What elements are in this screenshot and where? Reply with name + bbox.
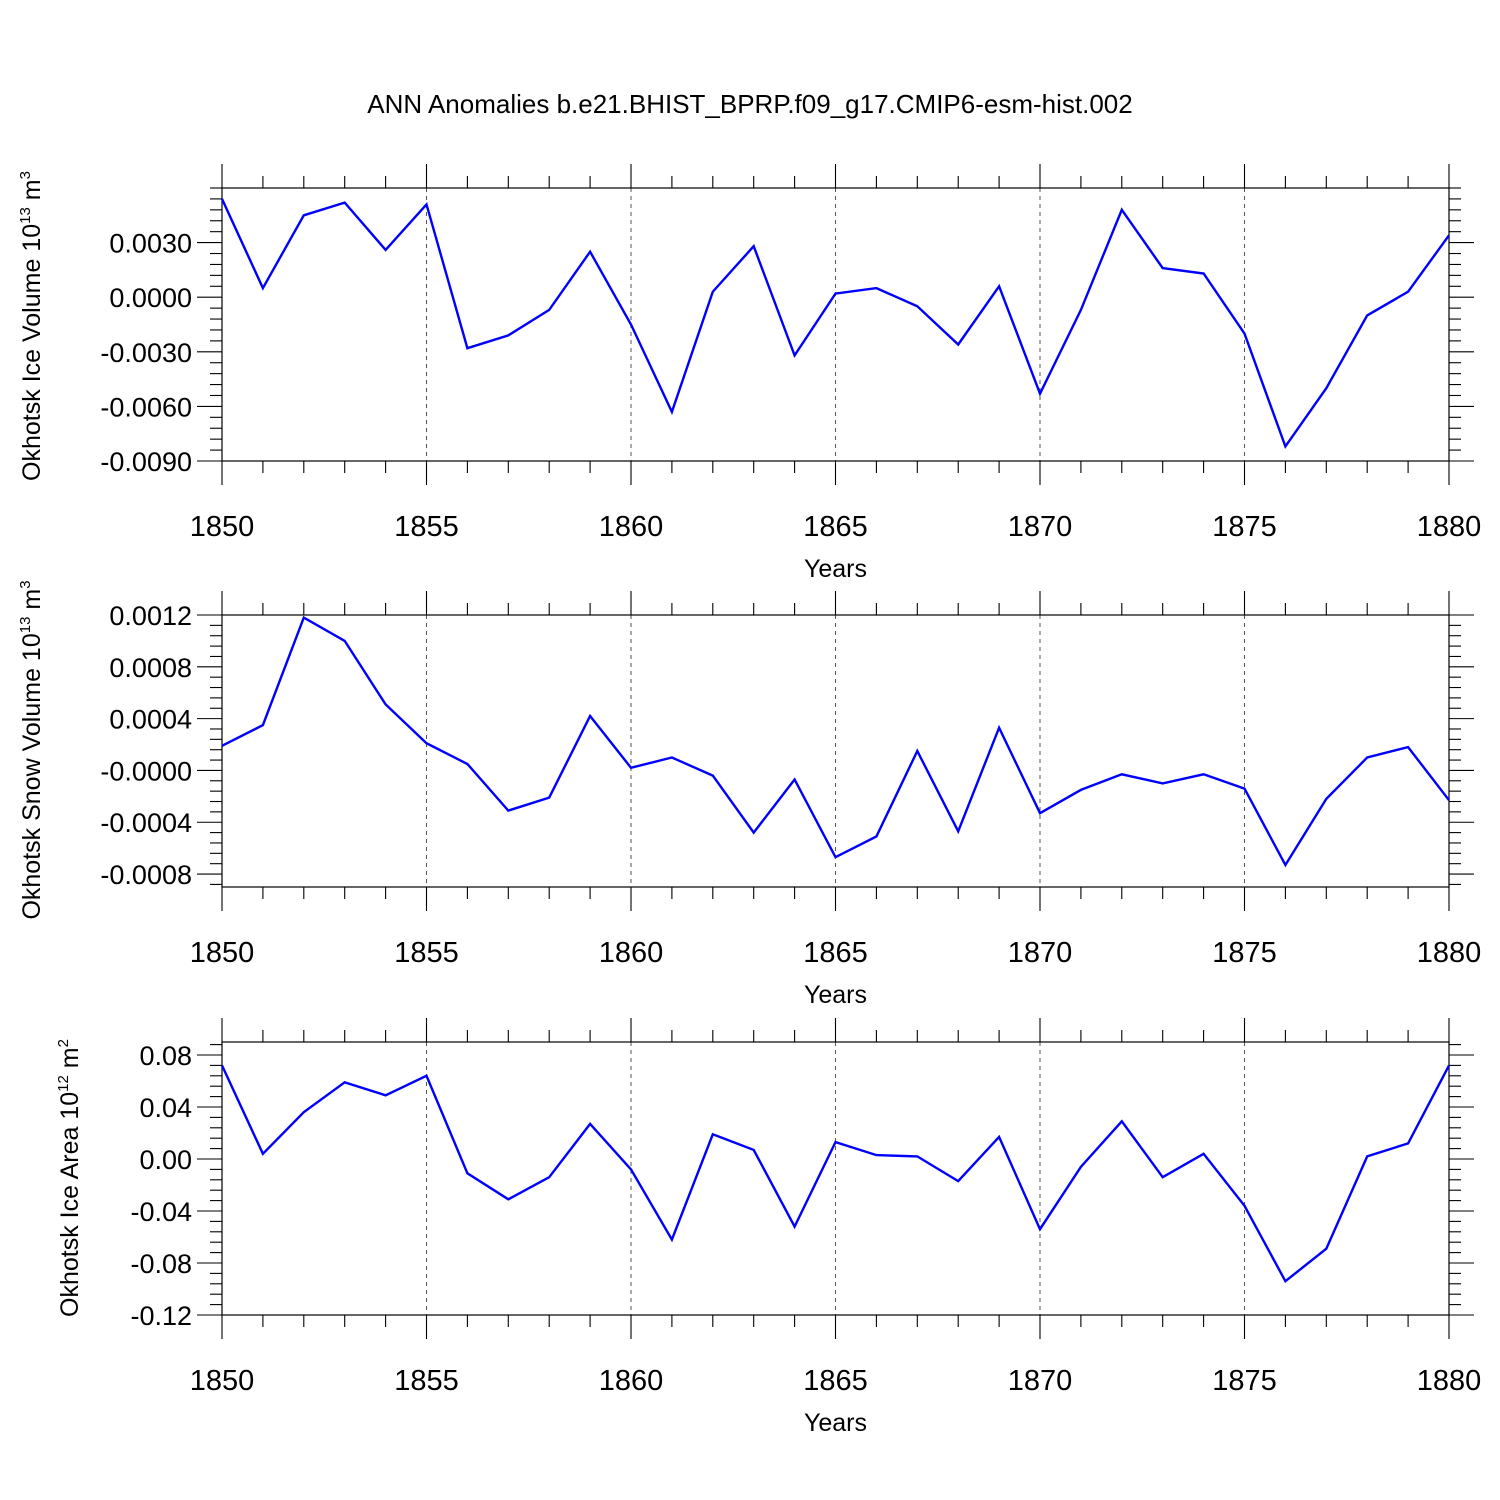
- chart-panel-2: 0.0012 0.0008 0.0004 -0.0000 -0.0004 -0.0008 1…: [17, 580, 1481, 1009]
- y-axis-title-unit-exponent: 3: [17, 171, 34, 179]
- y-axis-title-unit-exponent: 2: [55, 1039, 72, 1047]
- x-tick-label: 1855: [394, 937, 459, 969]
- y-axis-title-text: Okhotsk Ice Volume 10: [18, 224, 46, 481]
- y-tick-label: -0.0030: [100, 338, 192, 368]
- x-axis-title: Years: [804, 555, 867, 583]
- y-tick-label: -0.08: [130, 1249, 192, 1279]
- y-tick-label: 0.00: [139, 1145, 192, 1175]
- y-tick-label: 0.0008: [109, 653, 192, 683]
- x-tick-label: 1865: [803, 937, 868, 969]
- y-axis-title-unit: m: [56, 1047, 84, 1075]
- x-tick-label: 1850: [190, 1365, 255, 1397]
- y-axis-title-text: Okhotsk Ice Area 10: [56, 1092, 84, 1317]
- chart-panel-3: 0.08 0.04 0.00 -0.04 -0.08 -0.12 1850 1855 1860 1…: [55, 1018, 1481, 1437]
- x-tick-label: 1870: [1008, 1365, 1073, 1397]
- y-axis-title-exponent: 12: [55, 1075, 72, 1092]
- y-tick-label: 0.0000: [109, 283, 192, 313]
- y-axis-title-unit: m: [18, 179, 46, 207]
- x-tick-label: 1865: [803, 1365, 868, 1397]
- y-tick-label: -0.04: [130, 1197, 192, 1227]
- x-tick-label: 1865: [803, 511, 868, 543]
- y-tick-label: 0.08: [139, 1041, 192, 1071]
- y-tick-label: 0.0030: [109, 229, 192, 259]
- y-tick-label: -0.12: [130, 1301, 192, 1331]
- x-tick-label: 1855: [394, 1365, 459, 1397]
- y-axis-title-exponent: 13: [17, 207, 34, 224]
- y-axis-title: Okhotsk Ice Area 1012 m2: [55, 1039, 84, 1317]
- x-tick-label: 1860: [599, 511, 664, 543]
- x-tick-label: 1880: [1417, 1365, 1482, 1397]
- y-axis-title-text: Okhotsk Snow Volume 10: [18, 633, 46, 919]
- series-line: [221, 615, 1450, 868]
- x-axis-title: Years: [804, 1409, 867, 1437]
- y-axis-title-exponent: 13: [17, 617, 34, 634]
- x-tick-label: 1875: [1212, 1365, 1277, 1397]
- x-tick-label: 1875: [1212, 937, 1277, 969]
- y-tick-label: -0.0008: [100, 860, 192, 890]
- x-tick-label: 1870: [1008, 937, 1073, 969]
- x-tick-label: 1875: [1212, 511, 1277, 543]
- x-tick-label: 1870: [1008, 511, 1073, 543]
- x-tick-label: 1860: [599, 937, 664, 969]
- y-axis-title-unit-exponent: 3: [17, 580, 34, 588]
- y-tick-label: -0.0090: [100, 447, 192, 477]
- y-tick-label: 0.0004: [109, 705, 192, 735]
- x-tick-label: 1880: [1417, 937, 1482, 969]
- x-tick-label: 1850: [190, 511, 255, 543]
- figure-title: ANN Anomalies b.e21.BHIST_BPRP.f09_g17.C…: [367, 89, 1132, 119]
- chart-panel-1: 0.0030 0.0000 -0.0030 -0.0060 -0.0090 1850 185…: [17, 164, 1481, 583]
- y-axis-title: Okhotsk Snow Volume 1013 m3: [17, 580, 46, 919]
- x-tick-label: 1860: [599, 1365, 664, 1397]
- y-tick-label: 0.04: [139, 1093, 192, 1123]
- y-axis-title: Okhotsk Ice Volume 1013 m3: [17, 171, 46, 481]
- x-tick-label: 1880: [1417, 511, 1482, 543]
- y-tick-label: 0.0012: [109, 601, 192, 631]
- x-tick-label: 1850: [190, 937, 255, 969]
- y-axis-title-unit: m: [18, 589, 46, 617]
- x-tick-label: 1855: [394, 511, 459, 543]
- y-tick-label: -0.0060: [100, 392, 192, 422]
- x-axis-title: Years: [804, 981, 867, 1009]
- y-tick-label: -0.0000: [100, 756, 192, 786]
- y-tick-label: -0.0004: [100, 808, 192, 838]
